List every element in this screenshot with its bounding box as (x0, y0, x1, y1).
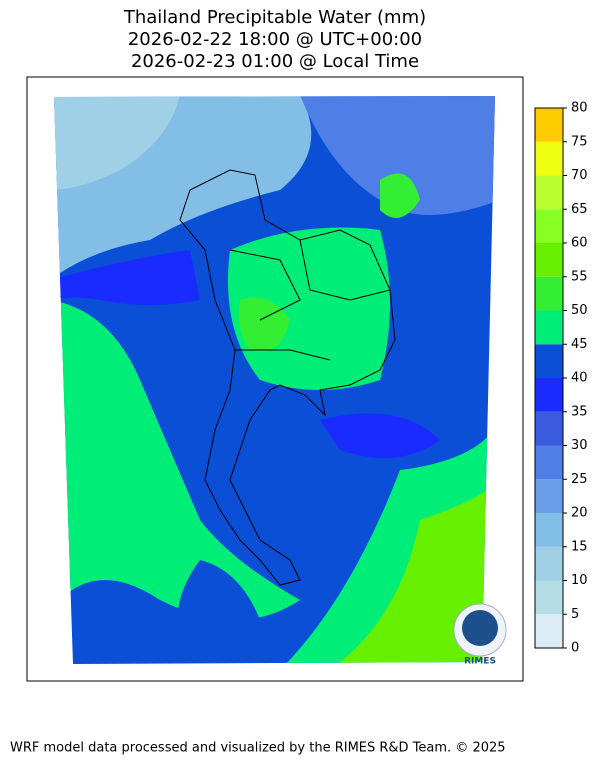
colorbar-tick-label: 35 (571, 404, 588, 419)
colorbar-bin (535, 479, 563, 513)
colorbar-tick-label: 5 (571, 607, 579, 622)
colorbar-tick-label: 15 (571, 539, 588, 554)
colorbar-bin (535, 344, 563, 378)
colorbar-tick-label: 60 (571, 236, 588, 251)
colorbar-bin (535, 445, 563, 480)
title-line: 2026-02-23 01:00 @ Local Time (131, 51, 419, 72)
colorbar-tick-label: 55 (571, 269, 588, 284)
colorbar-bin (535, 378, 563, 412)
title-line: 2026-02-22 18:00 @ UTC+00:00 (128, 29, 422, 50)
logo: RIMES (453, 603, 507, 667)
colorbar-bin (535, 276, 563, 311)
colorbar-tick-label: 10 (571, 573, 588, 588)
map-field (54, 96, 495, 664)
colorbar-bin (535, 310, 563, 345)
colorbar: 0 5 10 15 20 25 30 35 40 45 50 55 60 65 70 75 80 (535, 101, 588, 656)
colorbar-tick-label: 40 (571, 371, 588, 386)
title-line: Thailand Precipitable Water (mm) (123, 7, 426, 28)
colorbar-tick-label: 70 (571, 168, 588, 183)
colorbar-bin (535, 580, 563, 615)
colorbar-tick-label: 25 (571, 472, 588, 487)
colorbar-bin (535, 108, 563, 142)
colorbar-frame (534, 107, 564, 649)
colorbar-bin (535, 141, 563, 176)
colorbar-bin (535, 513, 563, 547)
colorbar-bin (535, 614, 563, 648)
colorbar-tick-label: 75 (571, 134, 588, 149)
colorbar-bin (535, 243, 563, 277)
colorbar-tick-label: 80 (571, 101, 588, 116)
footer: WRF model data processed and visualized … (10, 741, 506, 756)
colorbar-tick-label: 30 (571, 438, 588, 453)
colorbar-bin (535, 411, 563, 446)
colorbar-tick-label: 65 (571, 202, 588, 217)
colorbar-bin (535, 209, 563, 243)
borders (179, 169, 396, 586)
colorbar-tick-label: 50 (571, 303, 588, 318)
colorbar-bin (535, 175, 563, 210)
colorbar-tick-label: 0 (571, 641, 579, 656)
colorbar-bin (535, 546, 563, 581)
colorbar-tick-label: 20 (571, 506, 588, 521)
colorbar-tick-label: 45 (571, 337, 588, 352)
logo-text: RIMES (464, 657, 496, 667)
